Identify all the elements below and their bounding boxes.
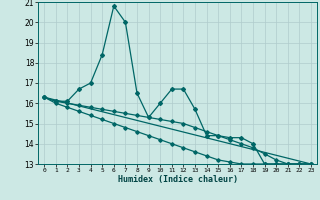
X-axis label: Humidex (Indice chaleur): Humidex (Indice chaleur)	[118, 175, 238, 184]
